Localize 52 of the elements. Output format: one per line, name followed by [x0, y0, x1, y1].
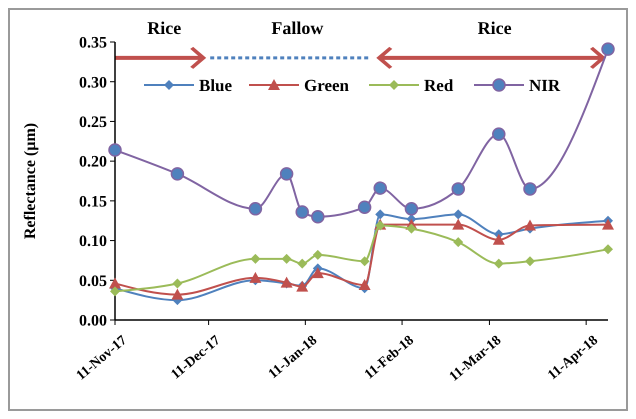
y-tick-label: 0.10	[79, 233, 107, 250]
point	[170, 167, 184, 181]
y-tick-label: 0.05	[79, 272, 107, 290]
y-tick-label: 0.20	[79, 154, 107, 171]
point	[406, 224, 416, 234]
legend-label: NIR	[529, 76, 561, 95]
point	[404, 202, 418, 216]
point	[358, 200, 372, 214]
y-tick-label: 0.15	[79, 193, 107, 210]
point	[523, 182, 537, 196]
text: Rice	[147, 18, 182, 38]
point	[280, 167, 294, 181]
point	[109, 277, 121, 288]
legend-label: Green	[304, 76, 350, 95]
point	[248, 202, 262, 216]
point	[108, 143, 122, 157]
y-tick-label: 0.30	[79, 74, 107, 92]
point	[492, 127, 506, 141]
point	[492, 234, 505, 245]
point	[603, 244, 613, 254]
text: Fallow	[271, 18, 324, 38]
y-axis-title: Reflectance (µm)	[22, 122, 39, 240]
y-tick-label: 0.00	[79, 312, 107, 330]
point	[312, 267, 324, 278]
legend-label: Blue	[199, 76, 233, 95]
point	[172, 278, 182, 288]
point	[311, 210, 325, 224]
text: Rice	[478, 18, 512, 38]
point	[373, 181, 387, 195]
point	[312, 250, 323, 260]
y-tick-label: 0.25	[79, 114, 107, 132]
point	[250, 254, 260, 264]
point	[295, 205, 309, 219]
y-tick-label: 0.35	[79, 34, 107, 52]
point	[601, 42, 615, 56]
legend-label: Red	[424, 76, 454, 95]
point	[171, 288, 184, 300]
point	[453, 237, 464, 248]
point	[249, 272, 262, 283]
point	[524, 219, 536, 230]
point	[282, 254, 292, 264]
point	[360, 256, 370, 266]
point	[297, 258, 308, 269]
point	[452, 218, 464, 230]
point	[358, 279, 371, 290]
point	[524, 256, 535, 266]
point	[451, 182, 465, 196]
point	[494, 258, 504, 269]
point	[453, 209, 464, 220]
point	[375, 209, 386, 220]
point	[602, 218, 614, 230]
point	[110, 286, 120, 296]
